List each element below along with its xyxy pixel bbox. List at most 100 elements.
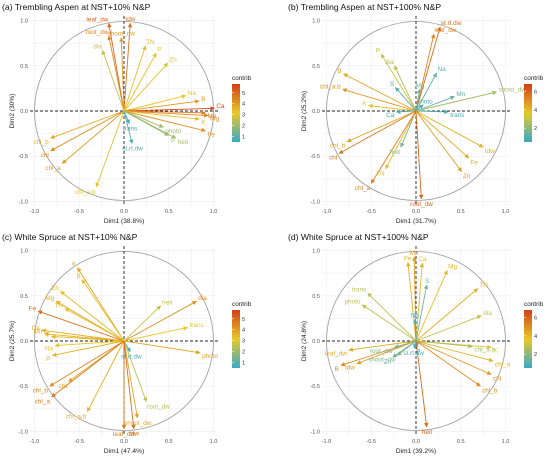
x-tick-label: 0.5 — [165, 439, 173, 445]
vector-heit — [400, 110, 417, 148]
vector-label: chl — [59, 383, 67, 390]
vector-TN — [415, 288, 479, 342]
vector-leaf_dw — [415, 33, 436, 112]
x-axis-label: Dim1 (47.4%) — [104, 448, 144, 455]
vector-label: heit — [162, 299, 173, 306]
x-tick-label: 0.5 — [457, 439, 465, 445]
vector-shoot_dw — [415, 90, 498, 112]
vector-label: S — [171, 136, 175, 143]
x-tick-label: -1.0 — [322, 209, 332, 215]
vector-P — [123, 52, 157, 112]
y-tick-label: -1.0 — [310, 429, 320, 435]
legend-tick-label: 4 — [242, 328, 245, 334]
vector-label: heit — [178, 139, 189, 146]
vector-trans — [123, 326, 189, 342]
vector-B — [81, 279, 125, 342]
y-tick-label: 0.0 — [312, 339, 320, 345]
vector-Na — [123, 94, 187, 112]
vector-photo — [361, 304, 417, 342]
vector-B — [123, 99, 200, 112]
vector-Na — [413, 318, 418, 342]
x-axis-label: Dim1 (31.7%) — [396, 218, 436, 225]
x-tick-label: -0.5 — [366, 209, 376, 215]
y-tick-label: 0.0 — [312, 109, 320, 115]
legend-colorbar — [232, 310, 240, 368]
vector-label: photo — [345, 299, 361, 306]
x-tick-label: 0.0 — [412, 439, 420, 445]
vector-label: chl_b — [330, 143, 346, 150]
vector-leaf_dw — [348, 340, 417, 352]
vector-label: heit — [422, 429, 433, 436]
vector-label: shoot_dw — [368, 357, 396, 364]
vector-label: trans — [190, 322, 204, 329]
vector-chl — [338, 110, 417, 154]
vector-B — [343, 73, 417, 112]
vector-TN — [64, 308, 125, 342]
vector-chl_a — [51, 340, 125, 398]
vector-label: P — [416, 348, 420, 355]
vector-label: Fe — [207, 131, 215, 138]
vector-label: trans — [450, 112, 464, 119]
vector-Fe — [406, 261, 417, 342]
x-tick-label: -1.0 — [30, 209, 40, 215]
x-tick-label: 0.0 — [412, 209, 420, 215]
panel-4: (d) White Spruce at NST+100% N&P -1.0 -0.5… — [288, 232, 544, 455]
vector-label: Zn — [463, 173, 471, 180]
vector-photo — [123, 110, 164, 128]
vector-P — [380, 53, 417, 112]
vector-label: leaf_dw — [434, 27, 456, 34]
vector-chl_b — [346, 110, 417, 143]
vector-chl — [50, 110, 125, 152]
vector-Ca — [415, 262, 425, 342]
vector-label: trans — [123, 126, 137, 133]
vector-label: chl_b — [33, 387, 49, 394]
y-axis-label: Dim2 (25.2%) — [301, 91, 308, 131]
x-tick-label: -0.5 — [74, 439, 84, 445]
vector-label: Ca — [418, 256, 427, 263]
x-tick-label: -0.5 — [366, 439, 376, 445]
vector-label: leaf_dw — [113, 431, 135, 438]
vector-label: TN — [146, 39, 155, 46]
y-tick-label: -1.0 — [18, 199, 28, 205]
vector-label: Ca — [386, 112, 395, 119]
vector-label: chl_a.b — [320, 84, 341, 91]
legend-tick-label: 4 — [534, 108, 537, 114]
x-tick-label: 1.0 — [210, 439, 218, 445]
vector-Ca — [123, 106, 215, 112]
vector-label: Mn — [456, 91, 465, 98]
legend-colorbar — [232, 84, 240, 142]
vector-tdw — [123, 340, 136, 430]
vector-P — [51, 340, 125, 357]
vector-label: Mg — [210, 116, 219, 123]
y-tick-label: 0.0 — [20, 109, 28, 115]
legend-tick-label: 1 — [242, 135, 245, 141]
panel-3: (c) White Spruce at NST+10% N&P -1.0 -0.5 0… — [2, 232, 252, 455]
vector-chl_a — [415, 340, 494, 363]
legend-title: contrib — [232, 75, 252, 82]
vector-chl_b — [49, 340, 125, 387]
vector-label: st.rt.dw — [441, 20, 462, 27]
vector-label: chl_a — [355, 185, 371, 192]
vector-label: B — [337, 68, 341, 75]
legend-tick-label: 3 — [242, 113, 245, 119]
x-tick-label: 0.5 — [457, 209, 465, 215]
x-tick-label: 0.0 — [120, 439, 128, 445]
vector-Zn — [392, 340, 417, 358]
vector-label: st.rt.dw — [122, 146, 143, 153]
vector-label: tdw — [485, 148, 495, 155]
vector-dia — [394, 65, 417, 112]
legend-tick-label: 1 — [242, 361, 245, 367]
vector-label: B — [335, 366, 339, 373]
vector-label: chl_a — [495, 361, 511, 368]
vector-Mg — [123, 110, 209, 118]
vector-label: Mn — [33, 329, 42, 336]
y-tick-label: 0.5 — [312, 294, 320, 300]
x-tick-label: 1.0 — [502, 439, 510, 445]
vector-S — [415, 284, 429, 342]
y-tick-label: 1.0 — [312, 249, 320, 255]
panel-title: (d) White Spruce at NST+100% N&P — [288, 232, 429, 242]
legend-tick-label: 2 — [242, 124, 245, 130]
legend-tick-label: 2 — [534, 352, 537, 358]
vector-dia — [123, 300, 197, 342]
x-tick-label: 1.0 — [210, 209, 218, 215]
